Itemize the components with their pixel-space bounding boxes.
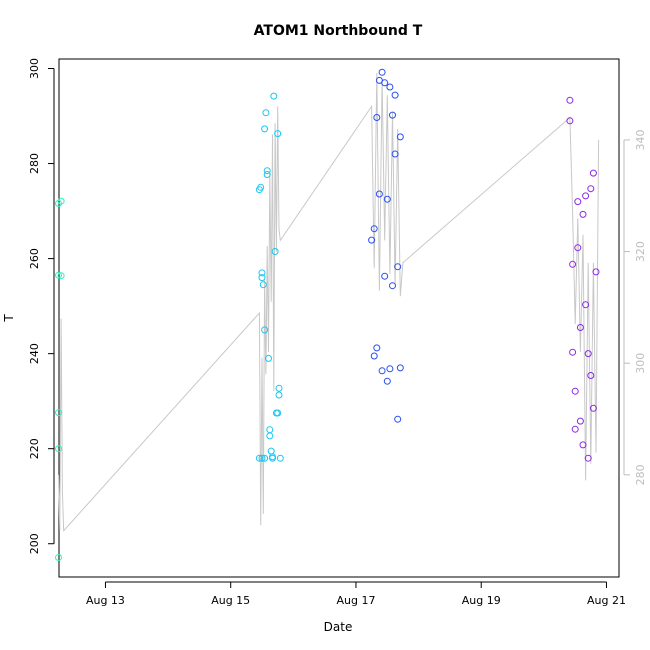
- data-point: [55, 554, 62, 561]
- data-point: [262, 109, 270, 117]
- data-point: [571, 425, 579, 433]
- data-point: [258, 274, 266, 282]
- data-point: [378, 68, 386, 76]
- data-point: [370, 352, 378, 360]
- data-point: [589, 169, 597, 177]
- data-point: [266, 432, 274, 440]
- x-tick-label: Aug 13: [86, 594, 125, 607]
- data-point: [373, 114, 381, 121]
- data-point: [389, 282, 396, 290]
- data-point: [579, 210, 587, 218]
- data-point: [394, 415, 402, 423]
- y-tick-label: 260: [28, 248, 41, 269]
- y-right-tick-label: 300: [634, 353, 647, 374]
- data-point: [258, 454, 266, 462]
- y-tick-label: 200: [28, 533, 41, 554]
- data-point: [378, 367, 386, 375]
- y-right-tick-label: 320: [634, 241, 647, 262]
- data-point: [266, 426, 274, 434]
- data-point: [257, 183, 265, 191]
- data-point: [368, 236, 376, 244]
- data-point: [259, 281, 267, 289]
- x-tick-label: Aug 17: [336, 594, 375, 607]
- data-point: [576, 417, 584, 425]
- y-tick-label: 280: [28, 153, 41, 174]
- y-tick-label: 240: [28, 343, 41, 364]
- data-point: [375, 190, 383, 198]
- data-point: [274, 409, 282, 417]
- data-point: [276, 454, 284, 462]
- data-point: [55, 409, 62, 417]
- data-point: [584, 454, 592, 462]
- x-axis: Aug 13 Aug 15 Aug 17 Aug 19 Aug 21: [86, 581, 626, 607]
- data-point: [275, 391, 283, 399]
- data-point: [383, 377, 391, 385]
- data-point: [574, 244, 582, 252]
- data-point: [574, 198, 582, 206]
- plot-frame: [58, 58, 620, 578]
- data-point: [569, 260, 577, 268]
- data-point: [389, 111, 396, 119]
- data-point: [271, 248, 279, 255]
- data-point: [261, 454, 269, 462]
- data-point: [571, 387, 579, 395]
- data-point: [569, 348, 577, 356]
- y-axis-left: 200 220 240 260 280 300: [28, 58, 55, 554]
- data-point: [263, 171, 271, 178]
- data-point: [265, 354, 272, 362]
- x-tick-label: Aug 15: [211, 594, 250, 607]
- data-point: [275, 384, 283, 392]
- data-point: [55, 271, 62, 279]
- data-point: [373, 344, 381, 352]
- y-axis-label: T: [2, 314, 16, 323]
- data-point: [587, 185, 595, 193]
- data-point: [579, 441, 587, 449]
- data-point: [394, 263, 402, 271]
- data-point: [55, 445, 62, 453]
- y-right-tick-label: 340: [634, 129, 647, 150]
- y-tick-label: 300: [28, 58, 41, 79]
- data-point: [383, 195, 391, 203]
- data-point: [587, 372, 595, 379]
- data-point: [391, 150, 399, 158]
- data-point: [57, 197, 65, 205]
- data-point: [566, 96, 574, 104]
- data-point: [592, 268, 600, 276]
- data-point: [386, 83, 394, 91]
- data-point: [258, 269, 266, 277]
- data-point: [267, 447, 275, 455]
- data-point: [576, 324, 584, 331]
- data-point: [582, 301, 590, 309]
- data-point: [566, 117, 574, 125]
- data-point: [274, 130, 282, 138]
- data-point: [381, 272, 389, 280]
- x-axis-label: Date: [324, 620, 353, 634]
- data-point: [255, 454, 263, 462]
- data-point: [391, 91, 399, 99]
- data-point: [589, 404, 597, 412]
- y-axis-right: 280 300 320 340: [623, 129, 647, 485]
- chart-title: ATOM1 Northbound T: [254, 23, 423, 39]
- data-point: [263, 167, 271, 175]
- data-point: [370, 225, 378, 233]
- x-tick-label: Aug 21: [587, 594, 626, 607]
- data-point: [582, 192, 590, 200]
- data-point: [584, 350, 592, 358]
- y-tick-label: 220: [28, 438, 41, 459]
- scatter-points: [55, 68, 600, 561]
- data-point: [270, 92, 278, 100]
- data-point: [396, 133, 404, 141]
- data-point: [269, 454, 276, 462]
- line-series: [58, 72, 600, 532]
- data-point: [261, 125, 269, 133]
- x-tick-label: Aug 19: [462, 594, 501, 607]
- y-right-tick-label: 280: [634, 464, 647, 485]
- data-point: [396, 364, 404, 372]
- data-point: [261, 326, 269, 334]
- data-point: [386, 365, 394, 373]
- data-point: [57, 272, 65, 280]
- data-point: [381, 79, 389, 87]
- right-axis-line-series: [58, 72, 600, 532]
